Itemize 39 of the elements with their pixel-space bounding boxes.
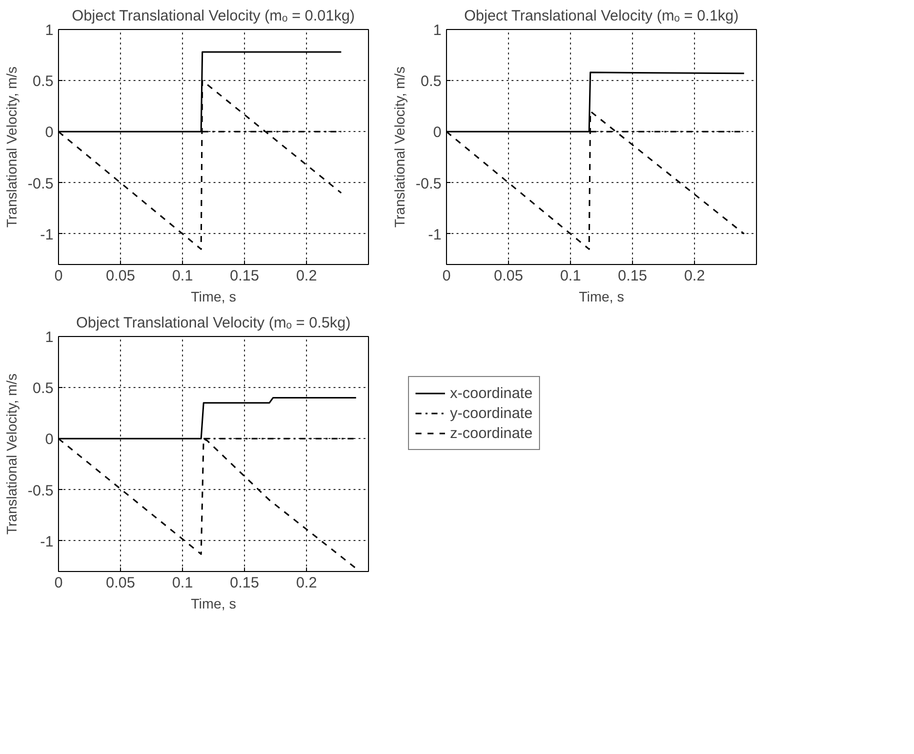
y-tick-label: 0 (45, 431, 54, 448)
y-tick-label: -0.5 (28, 482, 54, 500)
y-tick-label: 1 (433, 22, 442, 39)
x-axis-title: Time, s (190, 596, 236, 612)
x-tick-label: 0.2 (684, 268, 705, 284)
y-tick-label: -1 (428, 226, 442, 244)
x-tick-label: 0.15 (230, 268, 260, 284)
x-tick-label: 0.2 (296, 268, 317, 284)
y-tick-label: 0.5 (420, 73, 442, 90)
x-tick-label: 0.15 (618, 268, 648, 284)
x-tick-label: 0.1 (560, 268, 581, 284)
y-axis-title: Translational Velocity, m/s (392, 66, 408, 228)
x-tick-label: 0.1 (172, 268, 193, 284)
y-tick-label: 1 (45, 329, 54, 346)
x-tick-label: 0.15 (230, 574, 260, 592)
x-axis-title: Time, s (578, 288, 624, 304)
y-tick-label: -1 (40, 226, 54, 244)
legend-label: y-coordinate (450, 404, 533, 422)
y-tick-label: 0.5 (32, 73, 54, 90)
y-axis-title: Translational Velocity, m/s (4, 373, 20, 535)
y-tick-label: 1 (45, 22, 54, 39)
legend-label: x-coordinate (450, 384, 533, 402)
chart-title: Object Translational Velocity (mₒ = 0.1kg) (464, 8, 739, 24)
chart-title: Object Translational Velocity (mₒ = 0.01kg) (72, 8, 355, 24)
x-tick-label: 0.05 (494, 268, 524, 284)
y-axis-title: Translational Velocity, m/s (4, 66, 20, 228)
x-tick-label: 0.05 (106, 268, 136, 284)
y-tick-label: 0 (45, 124, 54, 142)
y-tick-label: -0.5 (28, 175, 54, 192)
y-tick-label: 0 (433, 124, 442, 142)
x-tick-label: 0.05 (106, 574, 136, 592)
x-tick-label: 0.1 (172, 574, 193, 592)
legend-label: z-coordinate (450, 424, 533, 442)
chart-title: Object Translational Velocity (mₒ = 0.5kg) (76, 314, 351, 332)
y-tick-label: 0.5 (32, 380, 54, 398)
x-axis-title: Time, s (190, 288, 236, 304)
x-tick-label: 0.2 (296, 574, 317, 592)
y-tick-label: -0.5 (416, 175, 442, 192)
y-tick-label: -1 (40, 533, 54, 550)
